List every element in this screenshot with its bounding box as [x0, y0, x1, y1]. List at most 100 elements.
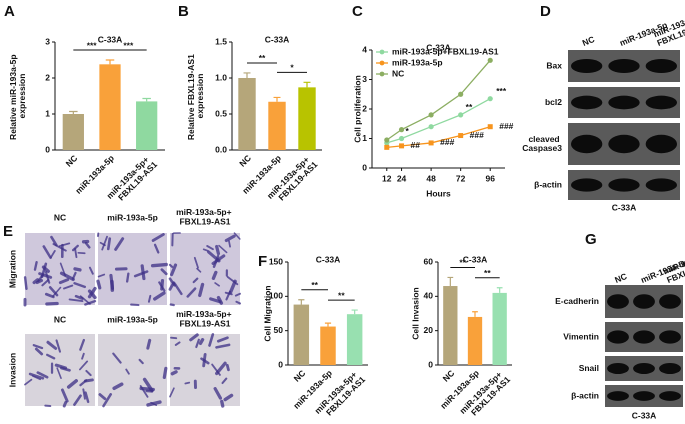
chart-title: C-33A: [265, 34, 290, 44]
y-tick-label: 0.0: [215, 144, 227, 154]
cell: [24, 378, 33, 386]
cell: [59, 271, 75, 282]
error-bar: [69, 110, 78, 114]
cell: [208, 333, 215, 347]
significance-label: ***: [123, 40, 134, 50]
cell: [198, 338, 205, 346]
cell: [186, 287, 197, 298]
row-label: β-actin: [571, 390, 599, 400]
point: [399, 143, 405, 149]
cell: [125, 368, 130, 375]
cell: [50, 235, 58, 247]
cell: [125, 272, 130, 283]
blot-band: [659, 363, 681, 374]
significance-label: ###: [440, 137, 454, 147]
blot-band: [570, 58, 603, 74]
cell: [215, 244, 221, 256]
cell: [84, 391, 90, 404]
cell: [66, 379, 78, 389]
cell: [42, 245, 52, 260]
point: [458, 133, 464, 139]
cell: [88, 266, 94, 275]
cell: [150, 401, 158, 407]
cell: [170, 336, 178, 340]
cell: [58, 242, 71, 247]
cell: [79, 360, 89, 371]
point: [458, 91, 464, 97]
x-tick-label: 96: [485, 173, 495, 183]
cell: [209, 297, 222, 304]
cell: [234, 292, 241, 297]
cell: [202, 352, 207, 368]
cell: [50, 249, 56, 259]
column-label: NC: [54, 212, 66, 222]
point: [384, 137, 390, 143]
cell: [170, 370, 178, 376]
cell: [55, 339, 62, 353]
bar: [238, 78, 256, 150]
y-tick-label: 2: [45, 72, 50, 82]
cell: [73, 282, 86, 289]
bar: [443, 286, 458, 365]
chart-title: C-33A: [316, 254, 341, 264]
x-tick-label: 48: [426, 173, 436, 183]
blot-band: [659, 294, 681, 309]
cell: [211, 270, 218, 280]
cell: [173, 282, 183, 296]
blot-band: [607, 363, 629, 374]
significance-label: ###: [499, 121, 513, 131]
blot-band: [645, 178, 678, 192]
cell: [216, 336, 229, 343]
row-label: Bax: [546, 60, 562, 70]
blot-band: [570, 95, 603, 110]
cell: [206, 245, 214, 251]
cell: [221, 377, 228, 385]
y-tick-label: 60: [424, 256, 434, 266]
chart-title: C-33A: [426, 42, 451, 52]
blot-band: [633, 391, 655, 401]
blot-band: [633, 294, 655, 309]
cell: [202, 248, 209, 252]
cell: [85, 369, 92, 377]
blot-band: [607, 294, 629, 309]
row-label: Snail: [579, 363, 599, 373]
y-tick-label: 40: [424, 291, 434, 301]
cell: [198, 282, 205, 298]
cell: [58, 278, 70, 285]
lane-label: NC: [613, 271, 628, 285]
row-label: bcl2: [545, 97, 562, 107]
y-tick-label: 1: [362, 133, 367, 143]
significance-label: ***: [496, 86, 507, 96]
cell: [112, 352, 122, 364]
cell: [23, 276, 28, 290]
bar: [467, 316, 483, 365]
cell: [41, 279, 50, 287]
cell: [44, 292, 55, 299]
cell: [36, 371, 49, 379]
cell: [215, 361, 227, 376]
y-axis-label: Relative FBXL19-AS1 expression: [186, 52, 205, 140]
y-tick-label: 0: [428, 359, 433, 369]
error-bar: [298, 299, 305, 305]
significance-label: **: [484, 268, 491, 278]
cell: [52, 286, 62, 298]
cell: [162, 366, 168, 380]
cell: [98, 393, 107, 401]
blot-band: [633, 363, 655, 374]
x-tick-label: NC: [441, 368, 457, 384]
cell: [59, 262, 67, 277]
significance-label: **: [311, 280, 318, 290]
blot-caption: C-33A: [612, 202, 637, 212]
blot-band: [659, 330, 681, 344]
chart-title: C-33A: [98, 34, 123, 44]
error-bar: [243, 72, 251, 78]
point: [384, 144, 390, 150]
bar: [62, 114, 84, 150]
cell: [106, 237, 112, 251]
blot-band: [608, 178, 640, 192]
y-tick-label: 2: [362, 103, 367, 113]
row-label: Migration: [7, 250, 17, 288]
lane-label: miR-193a-5p+ FBXL19-AS1: [652, 9, 685, 49]
cell: [170, 263, 178, 277]
